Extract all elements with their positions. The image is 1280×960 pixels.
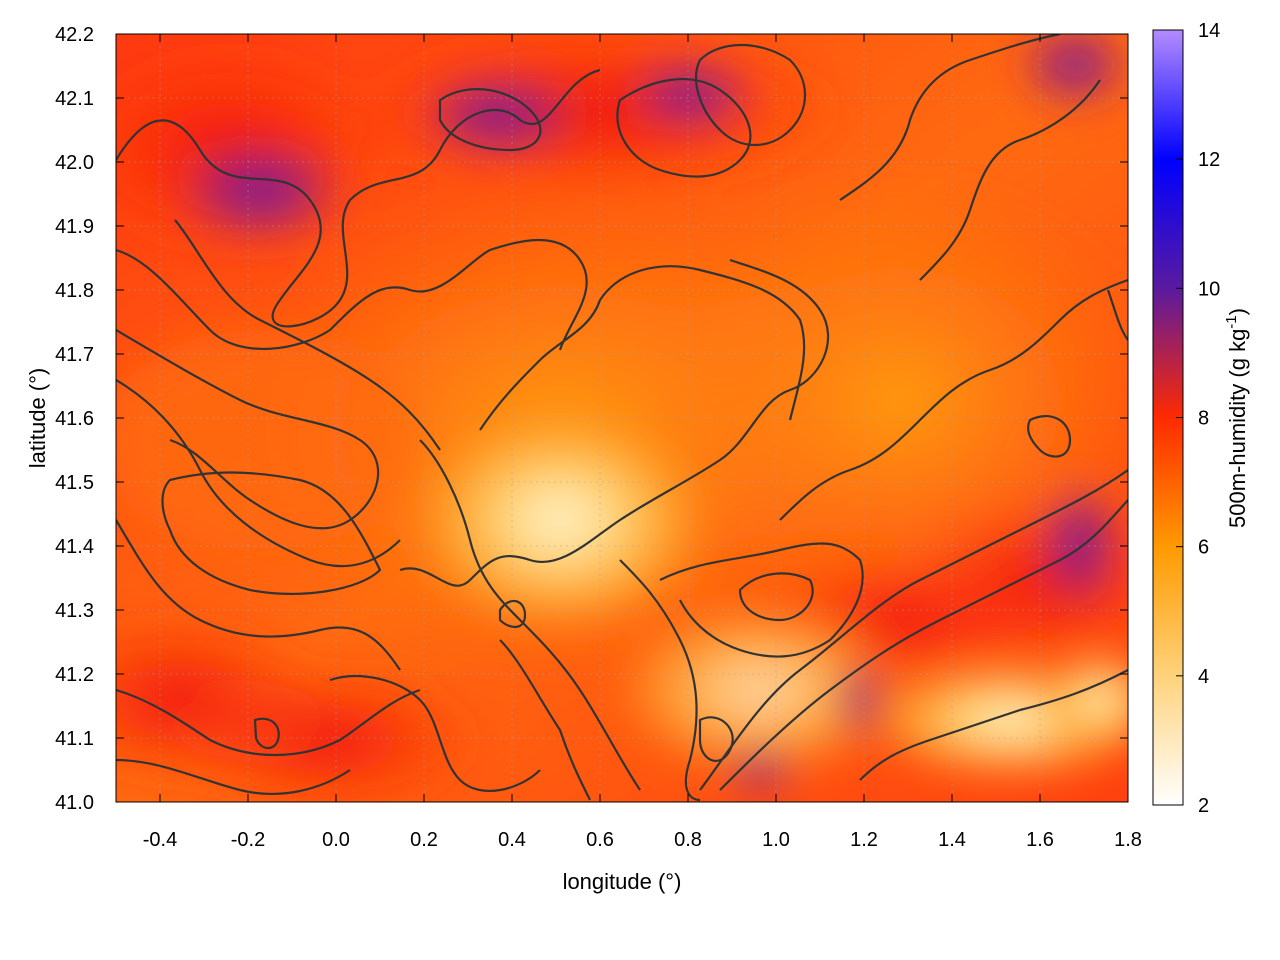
heatmap-field <box>116 34 1128 802</box>
colorbar-label-sup: -1 <box>1223 315 1240 328</box>
colorbar-label-close: ) <box>1225 308 1250 315</box>
x-tick-label: -0.4 <box>143 829 177 851</box>
contour-line <box>659 542 864 658</box>
y-tick-label: 42.2 <box>55 24 94 46</box>
contour-line <box>839 34 1061 201</box>
y-tick-label: 41.2 <box>55 664 94 686</box>
colorbar-label-main: 500m-humidity (g kg <box>1225 329 1250 528</box>
y-tick-label: 42.1 <box>55 88 94 110</box>
contour-line <box>116 329 380 530</box>
x-axis-label: longitude (°) <box>563 869 682 894</box>
contour-line <box>1026 415 1072 458</box>
contour-line <box>329 674 541 792</box>
contour-line <box>116 379 401 568</box>
y-tick-label: 41.9 <box>55 216 94 238</box>
x-tick-label: 1.4 <box>938 829 966 851</box>
y-tick-label: 42.0 <box>55 152 94 174</box>
x-tick-label: 1.2 <box>850 829 878 851</box>
contour-line <box>695 44 807 147</box>
contour-line <box>738 572 814 622</box>
x-tick-label: 0.0 <box>322 829 350 851</box>
contour-line <box>116 758 351 796</box>
y-tick-label: 41.7 <box>55 344 94 366</box>
contour-line <box>499 639 591 801</box>
contour-line <box>174 219 441 451</box>
contour-lines <box>116 34 1128 802</box>
y-tick-label: 41.6 <box>55 408 94 430</box>
contour-line <box>479 265 806 431</box>
grid-lines <box>116 34 1128 802</box>
y-tick-label: 41.0 <box>55 792 94 814</box>
x-tick-label: 1.8 <box>1114 829 1142 851</box>
contour-line <box>253 717 280 750</box>
contour-line <box>161 471 382 596</box>
y-axis-label: latitude (°) <box>25 368 50 469</box>
y-tick-label: 41.4 <box>55 536 94 558</box>
contour-line <box>616 78 752 178</box>
colorbar-tick-label: 2 <box>1198 795 1209 817</box>
x-tick-label: 1.6 <box>1026 829 1054 851</box>
contour-line <box>1106 289 1128 341</box>
contour-line <box>116 239 588 351</box>
x-axis: -0.4 -0.2 0.0 0.2 0.4 0.6 0.8 1.0 1.2 1.4 1.6 1.8 <box>143 34 1142 851</box>
x-tick-label: 0.4 <box>498 829 526 851</box>
x-tick-label: -0.2 <box>231 829 265 851</box>
contour-line <box>116 519 401 671</box>
colorbar-label: 500m-humidity (g kg-1) <box>1223 308 1250 528</box>
contour-line <box>399 258 830 587</box>
contour-line <box>438 88 542 152</box>
y-axis: 41.0 41.1 41.2 41.3 41.4 41.5 41.6 41.7 41.8 41.9… <box>55 24 1128 814</box>
contour-line <box>619 559 701 802</box>
y-tick-label: 41.8 <box>55 280 94 302</box>
colorbar: 2 4 6 8 10 12 14 500m-humidity (g kg-1) <box>1152 20 1250 817</box>
contour-line <box>919 79 1101 281</box>
colorbar-ticks: 2 4 6 8 10 12 14 <box>1176 20 1220 817</box>
colorbar-tick-label: 8 <box>1198 408 1209 430</box>
y-tick-label: 41.3 <box>55 600 94 622</box>
x-tick-label: 0.8 <box>674 829 702 851</box>
contour-line <box>498 599 527 628</box>
contour-line <box>116 688 421 757</box>
x-tick-label: 0.6 <box>586 829 614 851</box>
colorbar-tick-label: 10 <box>1198 278 1220 300</box>
contour-line <box>859 669 1128 781</box>
contour-line <box>779 278 1128 521</box>
colorbar-tick-label: 14 <box>1198 20 1220 42</box>
y-tick-label: 41.5 <box>55 472 94 494</box>
colorbar-tick-label: 4 <box>1198 666 1209 688</box>
contour-line <box>699 469 1128 791</box>
x-tick-label: 1.0 <box>762 829 790 851</box>
contour-line <box>116 68 601 328</box>
colorbar-tick-label: 6 <box>1198 537 1209 559</box>
colorbar-tick-label: 12 <box>1198 149 1220 171</box>
y-tick-label: 41.1 <box>55 728 94 750</box>
x-tick-label: 0.2 <box>410 829 438 851</box>
contour-line <box>419 439 641 791</box>
contour-line <box>719 499 1128 791</box>
